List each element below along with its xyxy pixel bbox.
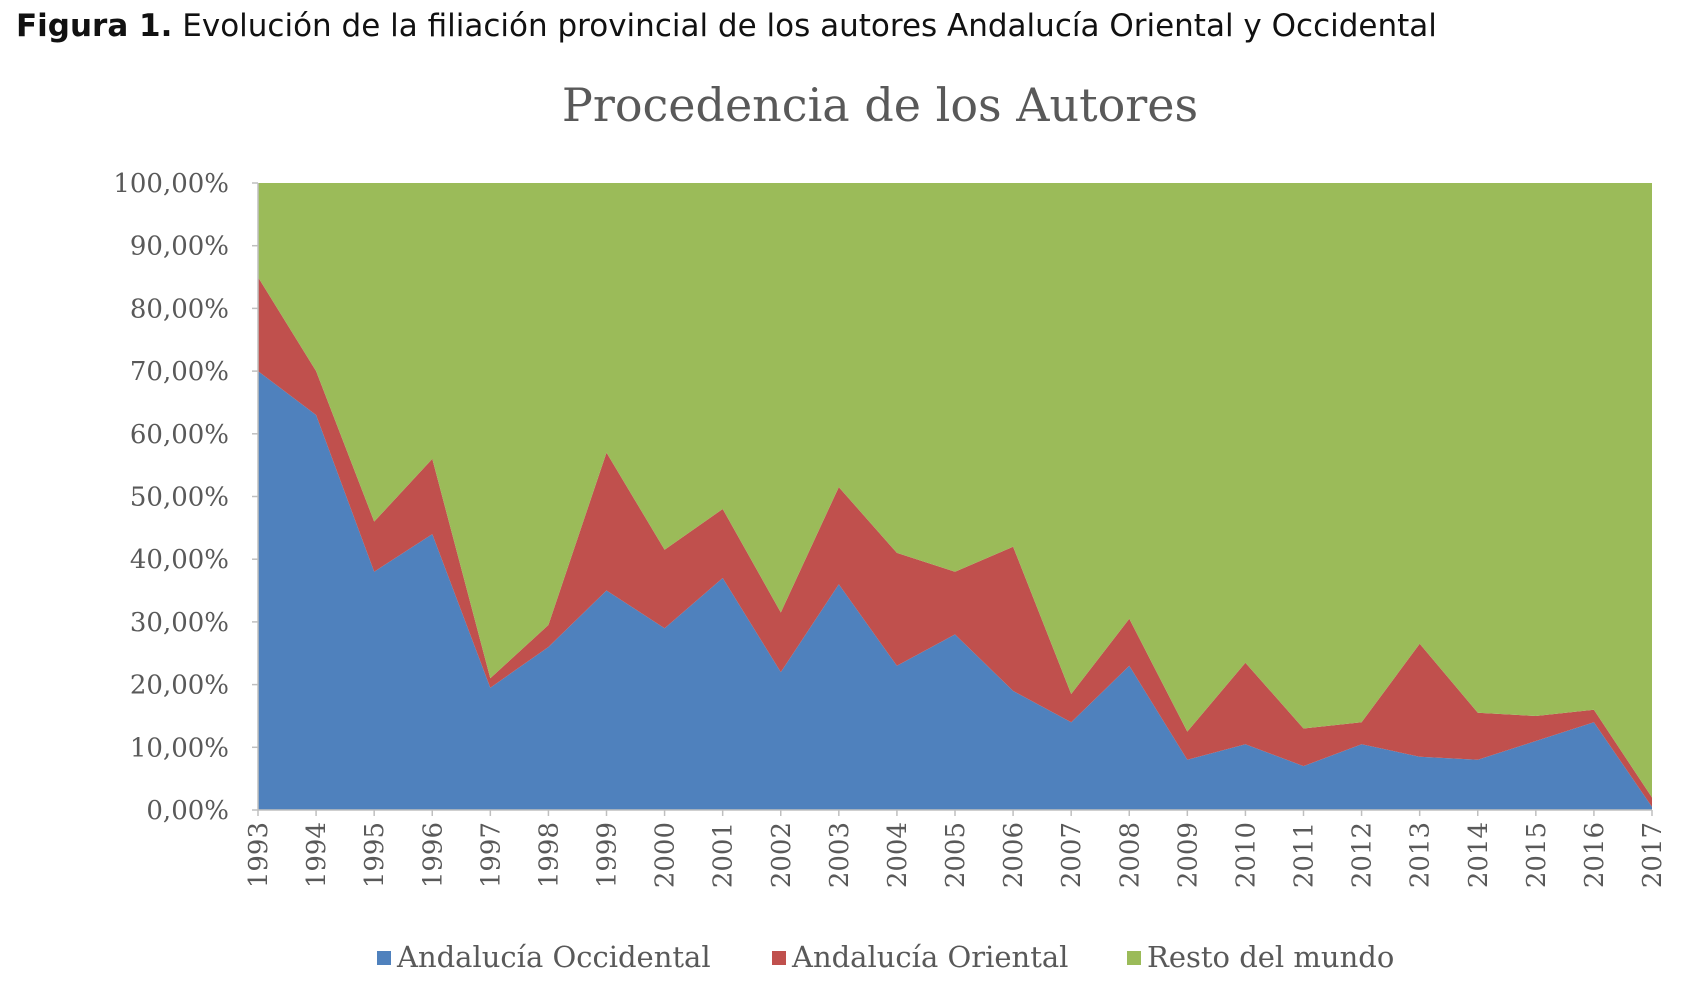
figure-caption-text: Evolución de la filiación provincial de … bbox=[172, 8, 1437, 44]
x-tick-label: 2007 bbox=[1057, 822, 1087, 888]
area-series-resto-del-mundo bbox=[258, 183, 1652, 798]
x-tick-label: 2013 bbox=[1406, 822, 1436, 888]
chart-areas bbox=[258, 183, 1652, 810]
x-tick-label: 2005 bbox=[941, 822, 971, 888]
x-tick-label: 1998 bbox=[534, 822, 564, 888]
x-tick-label: 2003 bbox=[825, 822, 855, 888]
y-tick-label: 70,00% bbox=[130, 357, 229, 387]
legend-swatch-andalucia-occidental bbox=[377, 951, 391, 965]
legend-label-andalucia-oriental: Andalucía Oriental bbox=[791, 940, 1068, 974]
x-tick-label: 1996 bbox=[418, 822, 448, 888]
figure-caption-lead: Figura 1. bbox=[16, 8, 173, 44]
y-tick-label: 60,00% bbox=[130, 420, 229, 450]
x-tick-label: 1994 bbox=[302, 822, 332, 888]
y-tick-label: 10,00% bbox=[130, 733, 229, 763]
y-tick-label: 80,00% bbox=[130, 294, 229, 324]
y-tick-label: 90,00% bbox=[130, 232, 229, 262]
y-tick-label: 30,00% bbox=[130, 608, 229, 638]
chart-axes: 0,00% 10,00% 20,00% 30,00% 40,00% 50,00% 60,00… bbox=[113, 169, 1668, 888]
x-tick-label: 1997 bbox=[476, 822, 506, 888]
x-tick-label: 2002 bbox=[767, 822, 797, 888]
x-tick-label: 2015 bbox=[1522, 822, 1552, 888]
y-tick-label: 40,00% bbox=[130, 545, 229, 575]
y-tick-label: 0,00% bbox=[146, 796, 229, 826]
legend-swatch-andalucia-oriental bbox=[772, 951, 786, 965]
x-tick-label: 2017 bbox=[1638, 822, 1668, 888]
legend-swatch-resto-del-mundo bbox=[1127, 951, 1141, 965]
x-tick-label: 2010 bbox=[1231, 822, 1261, 888]
x-tick-label: 1993 bbox=[244, 822, 274, 888]
x-tick-label: 1999 bbox=[593, 822, 623, 888]
y-tick-label: 100,00% bbox=[113, 169, 229, 199]
x-tick-label: 2012 bbox=[1348, 822, 1378, 888]
x-tick-label: 2011 bbox=[1290, 822, 1320, 888]
figure-caption: Figura 1. Evolución de la filiación prov… bbox=[16, 8, 1437, 44]
chart-title: Procedencia de los Autores bbox=[562, 78, 1198, 132]
y-tick-label: 20,00% bbox=[130, 671, 229, 701]
x-tick-label: 1995 bbox=[360, 822, 390, 888]
x-tick-label: 2008 bbox=[1115, 822, 1145, 888]
y-tick-label: 50,00% bbox=[130, 483, 229, 513]
area-series-andalucia-occidental bbox=[258, 371, 1652, 810]
x-tick-label: 2006 bbox=[999, 822, 1029, 888]
x-tick-label: 2014 bbox=[1464, 822, 1494, 888]
x-tick-label: 2001 bbox=[709, 822, 739, 888]
x-tick-label: 2004 bbox=[883, 822, 913, 888]
x-tick-label: 2000 bbox=[651, 822, 681, 888]
chart-legend: Andalucía Occidental Andalucía Oriental Re… bbox=[377, 940, 1394, 974]
legend-label-resto-del-mundo: Resto del mundo bbox=[1147, 940, 1394, 974]
x-tick-label: 2009 bbox=[1173, 822, 1203, 888]
legend-label-andalucia-occidental: Andalucía Occidental bbox=[396, 940, 711, 974]
x-tick-label: 2016 bbox=[1580, 822, 1610, 888]
